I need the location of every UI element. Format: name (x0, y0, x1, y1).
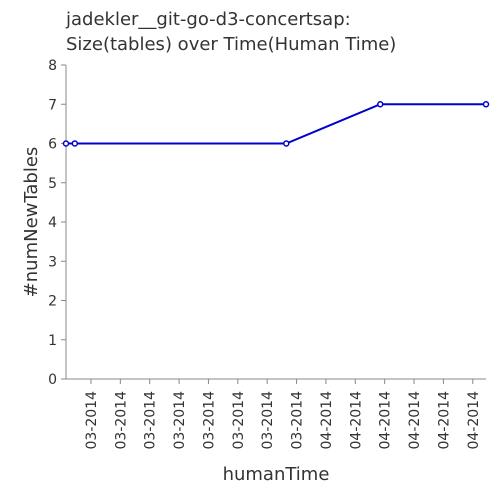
data-point (284, 141, 289, 146)
y-axis-ticks: 0 1 2 3 4 5 6 7 8 (48, 58, 66, 388)
chart-title-line-1: jadekler__git-go-d3-concertsap: (65, 9, 351, 30)
y-tick-label: 1 (48, 333, 57, 349)
chart-title-line-2: Size(tables) over Time(Human Time) (66, 34, 396, 55)
y-axis-label: #numNewTables (21, 147, 42, 298)
x-tick-label: 04-2014 (436, 391, 452, 450)
x-tick-label: 03-2014 (172, 391, 188, 450)
series-line (66, 104, 486, 143)
y-tick-label: 5 (48, 176, 57, 192)
series-layer (64, 102, 489, 146)
x-tick-label: 03-2014 (290, 391, 306, 450)
data-point (484, 102, 489, 107)
x-tick-label: 03-2014 (113, 391, 129, 450)
y-tick-label: 2 (48, 294, 57, 310)
y-tick-label: 4 (48, 215, 57, 231)
x-tick-label: 04-2014 (319, 391, 335, 450)
x-tick-label: 04-2014 (466, 391, 482, 450)
y-tick-label: 8 (48, 58, 57, 74)
y-tick-label: 7 (48, 97, 57, 113)
data-point (72, 141, 77, 146)
chart-title: jadekler__git-go-d3-concertsap: Size(tab… (65, 9, 396, 55)
x-tick-label: 03-2014 (201, 391, 217, 450)
x-tick-label: 03-2014 (231, 391, 247, 450)
y-tick-label: 3 (48, 254, 57, 270)
y-tick-label: 6 (48, 137, 57, 153)
x-tick-label: 04-2014 (378, 391, 394, 450)
x-axis-ticks: 03-2014 03-2014 03-2014 03-2014 03-2014 03-20… (84, 379, 482, 450)
x-tick-label: 04-2014 (348, 391, 364, 450)
x-tick-label: 04-2014 (407, 391, 423, 450)
data-point (378, 102, 383, 107)
data-point (64, 141, 69, 146)
x-tick-label: 03-2014 (260, 391, 276, 450)
y-tick-label: 0 (48, 372, 57, 388)
x-axis-label: humanTime (223, 464, 330, 485)
x-tick-label: 03-2014 (143, 391, 159, 450)
x-tick-label: 03-2014 (84, 391, 100, 450)
